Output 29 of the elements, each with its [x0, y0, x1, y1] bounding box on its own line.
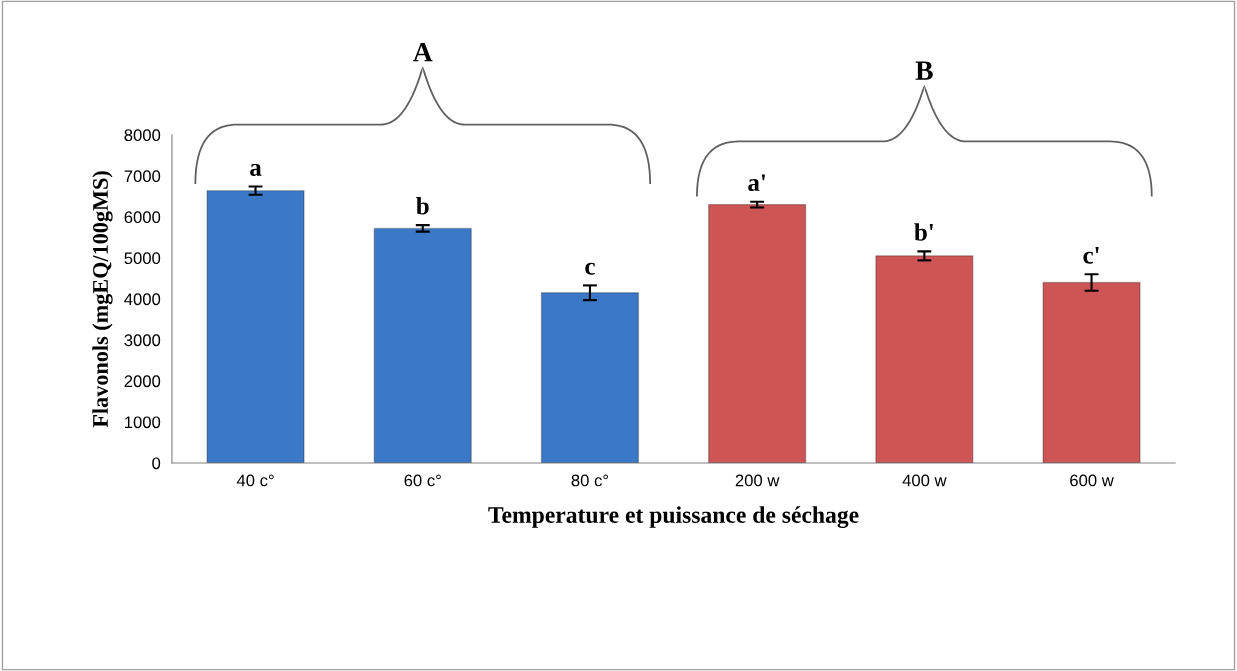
x-tick-label: 60 c° [404, 474, 441, 487]
y-tick-label: 7000 [124, 170, 161, 183]
x-tick-label: 200 w [735, 474, 780, 487]
bar [373, 227, 472, 463]
x-tick-label: 400 w [902, 474, 947, 487]
x-axis-title: Temperature et puissance de séchage [488, 506, 859, 528]
annotation: c [585, 262, 595, 275]
y-axis-title: Flavonols (mgEQ/100gMS) [92, 171, 113, 428]
annotation: a [250, 163, 262, 176]
text: B [915, 61, 933, 80]
x-tick-label: 40 c° [236, 474, 274, 487]
bar [707, 203, 807, 463]
y-tick-label: 1000 [125, 416, 161, 429]
x-tick-label: 80 c° [571, 474, 609, 487]
x-tick-label: 600 w [1070, 474, 1114, 487]
y-tick-label: 0 [152, 457, 161, 470]
y-tick-label: 5000 [124, 252, 161, 265]
annotation: b [416, 196, 429, 215]
y-tick-label: 6000 [124, 211, 161, 224]
y-tick-label: 2000 [124, 375, 161, 388]
bar [875, 255, 974, 463]
annotation: a' [748, 174, 765, 192]
y-tick-label: 3000 [124, 334, 161, 347]
text: A [412, 42, 433, 62]
y-tick-label: 8000 [124, 129, 161, 142]
annotation: c' [1083, 247, 1099, 264]
bar [206, 189, 305, 463]
y-tick-label: 4000 [124, 293, 161, 306]
annotation: b' [914, 223, 933, 241]
